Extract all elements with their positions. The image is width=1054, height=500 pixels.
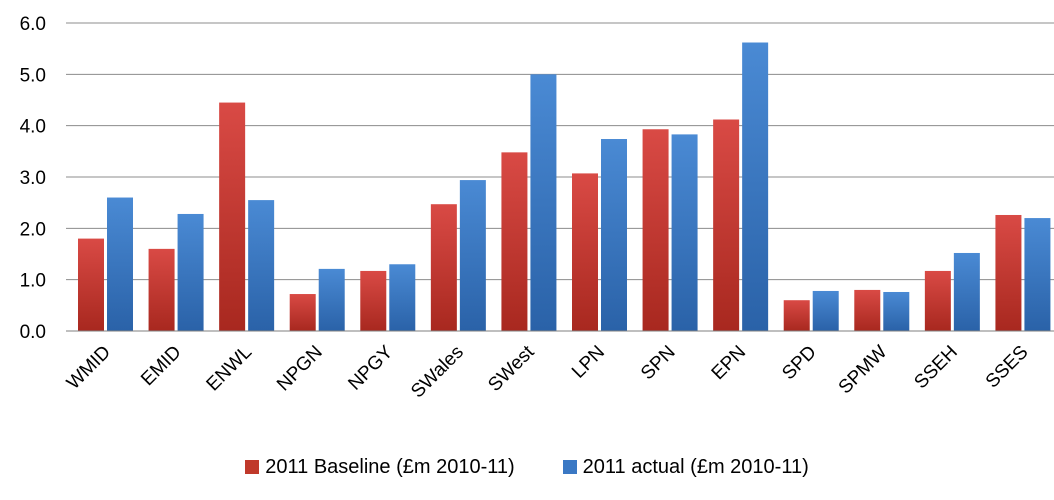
y-axis-tick-labels: 0.0 1.0 2.0 3.0 4.0 5.0 6.0 <box>20 14 46 343</box>
bar-baseline <box>148 248 175 331</box>
y-tick-label: 3.0 <box>20 168 46 189</box>
legend-swatch-baseline <box>245 460 260 474</box>
bar-baseline <box>783 300 810 331</box>
bar-baseline <box>924 270 951 331</box>
bar-chart: 0.0 1.0 2.0 3.0 4.0 5.0 6.0 WMID EMID ENWL NPGN NP… <box>20 14 1054 402</box>
bar-actual <box>459 180 486 331</box>
y-tick-label: 6.0 <box>20 14 46 35</box>
gridlines <box>66 22 1054 281</box>
bar-baseline <box>995 214 1022 331</box>
bar-baseline <box>78 238 104 331</box>
legend: 2011 Baseline (£m 2010-11) 2011 actual (… <box>0 452 1054 482</box>
x-category-label: SWest <box>484 341 539 396</box>
bar-actual <box>1024 218 1051 331</box>
bar-baseline <box>289 294 316 331</box>
bar-actual <box>107 197 133 331</box>
y-tick-label: 1.0 <box>20 271 46 292</box>
x-category-label: SWales <box>407 342 468 403</box>
bar-actual <box>177 213 204 331</box>
legend-item-baseline: 2011 Baseline (£m 2010-11) <box>245 455 515 479</box>
bar-baseline <box>219 102 246 331</box>
x-category-label: EMID <box>137 342 185 390</box>
x-category-label: SPMW <box>835 342 892 399</box>
bar-actual <box>671 134 698 331</box>
bar-baseline <box>854 289 881 331</box>
x-category-label: NPGY <box>344 341 397 394</box>
x-category-label: LPN <box>568 342 609 383</box>
y-tick-label: 4.0 <box>20 117 46 138</box>
bar-actual <box>530 74 557 331</box>
x-category-label: SPD <box>778 342 820 384</box>
legend-swatch-actual <box>562 460 577 474</box>
legend-label-baseline: 2011 Baseline (£m 2010-11) <box>265 455 515 478</box>
bar-actual <box>883 291 910 331</box>
legend-item-actual: 2011 actual (£m 2010-11) <box>562 455 809 479</box>
bar-actual <box>601 139 627 331</box>
y-tick-label: 5.0 <box>20 65 46 86</box>
x-category-label: EPN <box>708 342 750 384</box>
bar-actual <box>953 252 980 331</box>
x-axis-category-labels: WMID EMID ENWL NPGN NPGY SWales SWest LPN SPN EPN… <box>63 341 1033 402</box>
x-category-label: WMID <box>63 342 115 394</box>
x-category-label: SSES <box>982 342 1033 393</box>
bar-actual <box>248 200 275 331</box>
legend-label-actual: 2011 actual (£m 2010-11) <box>582 455 809 478</box>
y-tick-label: 0.0 <box>20 322 46 343</box>
y-tick-label: 2.0 <box>20 219 46 240</box>
bar-baseline <box>501 152 528 331</box>
x-category-label: SPN <box>637 342 679 384</box>
bar-baseline <box>713 119 740 331</box>
x-category-label: ENWL <box>203 342 257 396</box>
x-category-label: NPGN <box>273 342 327 396</box>
bar-baseline <box>642 129 669 331</box>
bar-actual <box>318 268 345 331</box>
bar-baseline <box>572 173 598 331</box>
bar-actual <box>742 42 769 332</box>
x-category-label: SSEH <box>910 342 961 393</box>
bar-actual <box>812 290 839 331</box>
bars <box>78 42 1051 332</box>
bar-actual <box>389 264 416 331</box>
bar-baseline <box>360 270 387 331</box>
bar-baseline <box>430 204 457 331</box>
